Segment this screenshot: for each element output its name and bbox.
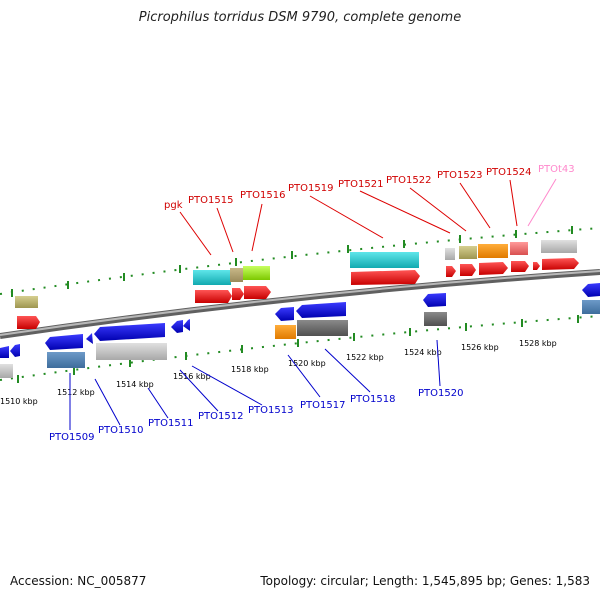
gene-arrow-reverse[interactable] — [582, 283, 600, 297]
gene-arrow-forward[interactable] — [17, 316, 40, 329]
gene-feature-pto1524[interactable] — [510, 242, 528, 255]
gene-arrow-pto1518[interactable] — [296, 302, 346, 318]
gene-arrow-forward[interactable] — [542, 258, 579, 270]
gene-feature-pto1517[interactable] — [275, 325, 296, 339]
scale-tick-1514: 1514 kbp — [116, 380, 154, 389]
gene-arrow-pgk[interactable] — [195, 290, 232, 303]
gene-label-pto1520[interactable]: PTO1520 — [418, 388, 463, 399]
gene-arrow-pto1515[interactable] — [232, 288, 244, 300]
scale-tick-1510: 1510 kbp — [0, 397, 38, 406]
gene-arrow-reverse[interactable] — [0, 346, 9, 358]
scale-tick-1518: 1518 kbp — [231, 365, 269, 374]
gene-feature[interactable] — [582, 300, 600, 314]
gene-arrow-pto1510a[interactable] — [86, 333, 93, 344]
gene-arrow-pto1523[interactable] — [479, 262, 508, 275]
gene-feature-pto1509[interactable] — [47, 352, 85, 368]
scale-tick-1516: 1516 kbp — [173, 372, 211, 381]
gene-label-pto1516[interactable]: PTO1516 — [240, 190, 285, 201]
gene-label-pto1518[interactable]: PTO1518 — [350, 394, 395, 405]
gene-arrow-pto1512[interactable] — [183, 319, 190, 331]
accession-text: Accession: NC_005877 — [10, 574, 147, 588]
gene-arrow-ptot43[interactable] — [533, 262, 540, 270]
ptot43-connector — [527, 178, 557, 227]
bottom-label-connectors — [69, 339, 441, 430]
scale-tick-1524: 1524 kbp — [404, 348, 442, 357]
gene-label-pto1524[interactable]: PTO1524 — [486, 167, 531, 178]
gene-arrow-pto1520[interactable] — [423, 293, 446, 307]
gene-arrow-pto1517[interactable] — [275, 307, 294, 321]
gene-label-pto1517[interactable]: PTO1517 — [300, 400, 345, 411]
gene-arrow-pto1511[interactable] — [171, 320, 183, 333]
gene-feature[interactable] — [15, 296, 38, 308]
gene-feature-pto1518[interactable] — [297, 320, 348, 336]
gene-arrow-pto1516[interactable] — [244, 286, 271, 299]
genome-backbone — [0, 269, 600, 339]
gene-label-pto1519[interactable]: PTO1519 — [288, 183, 333, 194]
scale-tick-1528: 1528 kbp — [519, 339, 557, 348]
gene-feature-pto1510[interactable] — [96, 343, 167, 360]
map-title: Picrophilus torridus DSM 9790, complete … — [138, 10, 462, 25]
upper-major-ticks — [11, 226, 573, 297]
gene-arrow-pto1521[interactable] — [446, 266, 456, 277]
top-label-connectors — [179, 179, 518, 256]
gene-feature-pto1523[interactable] — [478, 244, 508, 258]
gene-label-ptot43[interactable]: PTOt43 — [538, 164, 575, 175]
gene-feature-pto1520[interactable] — [424, 312, 447, 326]
gene-feature-pto1522[interactable] — [459, 246, 477, 259]
scale-tick-1520: 1520 kbp — [288, 359, 326, 368]
gene-feature-pto1516[interactable] — [243, 266, 270, 280]
gene-label-pgk[interactable]: pgk — [164, 200, 183, 211]
genome-summary-text: Topology: circular; Length: 1,545,895 bp… — [260, 574, 590, 588]
scale-tick-1526: 1526 kbp — [461, 343, 499, 352]
gene-label-pto1521[interactable]: PTO1521 — [338, 179, 383, 190]
gene-label-pto1511[interactable]: PTO1511 — [148, 418, 193, 429]
upper-scale-dots — [0, 227, 600, 295]
gene-feature[interactable] — [541, 240, 577, 253]
gene-arrow-pto1524[interactable] — [511, 261, 529, 272]
gene-feature-pto1515[interactable] — [230, 268, 243, 282]
gene-label-pto1515[interactable]: PTO1515 — [188, 195, 233, 206]
gene-label-pto1522[interactable]: PTO1522 — [386, 175, 431, 186]
genome-backbone-highlight — [0, 270, 600, 336]
scale-tick-1522: 1522 kbp — [346, 353, 384, 362]
gene-label-pto1510[interactable]: PTO1510 — [98, 425, 143, 436]
gene-feature-pto1519[interactable] — [350, 252, 419, 268]
lower-major-ticks — [17, 315, 579, 383]
gene-label-pto1509[interactable]: PTO1509 — [49, 432, 94, 443]
gene-arrow-pto1522[interactable] — [460, 264, 476, 276]
gene-label-pto1512[interactable]: PTO1512 — [198, 411, 243, 422]
gene-arrow-pto1509[interactable] — [45, 334, 83, 350]
gene-feature-pgk[interactable] — [193, 270, 231, 285]
gene-label-pto1523[interactable]: PTO1523 — [437, 170, 482, 181]
scale-tick-1512: 1512 kbp — [57, 388, 95, 397]
gene-arrow-reverse[interactable] — [10, 344, 20, 357]
gene-feature[interactable] — [0, 364, 13, 378]
gene-arrow-pto1510[interactable] — [94, 323, 165, 341]
gene-label-pto1513[interactable]: PTO1513 — [248, 405, 293, 416]
gene-feature-pto1521[interactable] — [445, 248, 455, 260]
gene-arrow-pto1519[interactable] — [351, 270, 420, 285]
